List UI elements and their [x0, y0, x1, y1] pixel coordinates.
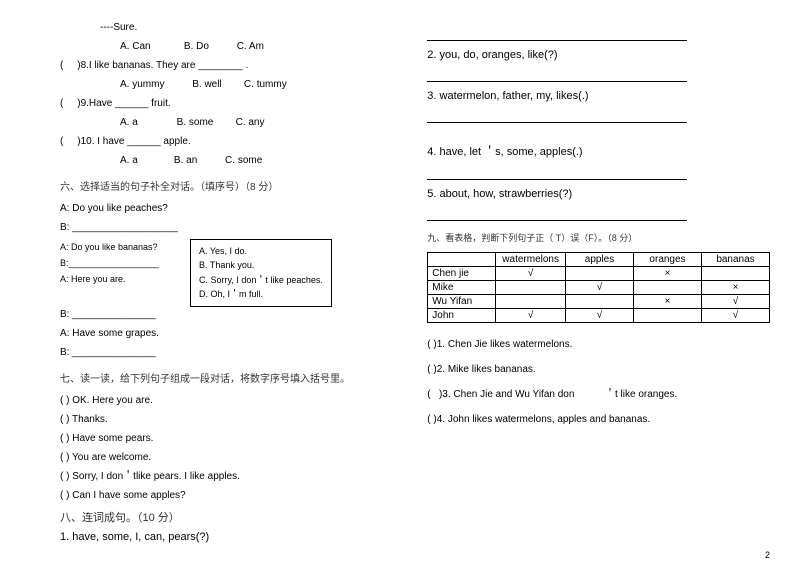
rq4: 4. have, let ＇s, some, apples(.): [427, 143, 770, 159]
th-watermelons: watermelons: [496, 253, 566, 267]
table-row: John √ √ √: [428, 309, 770, 323]
cell: [566, 295, 634, 309]
table-row: Mike √ ×: [428, 281, 770, 295]
q9-text: )9.Have ______ fruit.: [77, 98, 170, 109]
q9-opts: A. a B. some C. any: [60, 115, 367, 130]
q10: ( )10. I have ______ apple.: [60, 134, 367, 149]
fruit-table: watermelons apples oranges bananas Chen …: [427, 252, 770, 323]
dialog-with-box: A: Do you like bananas? B:______________…: [60, 239, 367, 307]
cell: [634, 309, 702, 323]
cell: √: [702, 309, 770, 323]
dialog-line-2: B: ___________________: [60, 220, 367, 235]
s7-1: ( ) OK. Here you are.: [60, 393, 367, 408]
dialog-line-7: A: Have some grapes.: [60, 326, 367, 341]
dialog-line-6: B: _______________: [60, 307, 367, 322]
s7-2: ( ) Thanks.: [60, 412, 367, 427]
rq5: 5. about, how, strawberries(?): [427, 188, 770, 200]
dialog-line-8: B: _______________: [60, 345, 367, 360]
cell: Mike: [428, 281, 496, 295]
section-7-heading: 七、读一读，给下列句子组成一段对话，将数字序号填入括号里。: [60, 370, 367, 385]
cell: Chen jie: [428, 267, 496, 281]
section-9-heading: 九、看表格，判断下列句子正（ T）误（F）。（8 分）: [427, 231, 770, 244]
cell: John: [428, 309, 496, 323]
s7-4: ( ) You are welcome.: [60, 450, 367, 465]
dialog-line-5: A: Here you are.: [60, 271, 180, 287]
judge-3: ( )3. Chen Jie and Wu Yifan don ＇t like …: [427, 387, 770, 402]
dialog-line-3: A: Do you like bananas?: [60, 239, 180, 255]
cell: ×: [634, 267, 702, 281]
cell: [496, 295, 566, 309]
cell: √: [702, 295, 770, 309]
cell: √: [566, 281, 634, 295]
cell: √: [566, 309, 634, 323]
q8-text: )8.I like bananas. They are ________ .: [77, 60, 248, 71]
section-6-heading: 六、选择适当的句子补全对话。（填序号）（8 分）: [60, 178, 367, 193]
q8-opts: A. yummy B. well C. tummy: [60, 77, 367, 92]
cell: [634, 281, 702, 295]
q8-1: 1. have, some, I, can, pears(?): [60, 531, 367, 543]
th-blank: [428, 253, 496, 267]
cell: [702, 267, 770, 281]
table-row: Wu Yifan × √: [428, 295, 770, 309]
box-b: B. Thank you.: [199, 258, 323, 272]
q8: ( )8.I like bananas. They are ________ .: [60, 58, 367, 73]
rq2: 2. you, do, oranges, like(?): [427, 49, 770, 61]
judge-2: ( )2. Mike likes bananas.: [427, 362, 770, 377]
th-bananas: bananas: [702, 253, 770, 267]
cell: [496, 281, 566, 295]
q9: ( )9.Have ______ fruit.: [60, 96, 367, 111]
th-oranges: oranges: [634, 253, 702, 267]
answer-line-2: [427, 67, 687, 82]
table-header-row: watermelons apples oranges bananas: [428, 253, 770, 267]
th-apples: apples: [566, 253, 634, 267]
dialog-line-4: B:__________________: [60, 255, 180, 271]
table-row: Chen jie √ ×: [428, 267, 770, 281]
cell: √: [496, 267, 566, 281]
page-number: 2: [765, 550, 770, 560]
cell: √: [496, 309, 566, 323]
rq3: 3. watermelon, father, my, likes(.): [427, 90, 770, 102]
section-8-heading: 八、连词成句。（10 分）: [60, 509, 367, 525]
judge-1: ( )1. Chen Jie likes watermelons.: [427, 337, 770, 352]
cell: Wu Yifan: [428, 295, 496, 309]
q7-opts: A. Can B. Do C. Am: [60, 39, 367, 54]
box-c: C. Sorry, I don＇t like peaches.: [199, 273, 323, 287]
s7-3: ( ) Have some pears.: [60, 431, 367, 446]
dialog-line-1: A: Do you like peaches?: [60, 201, 367, 216]
q10-opts: A. a B. an C. some: [60, 153, 367, 168]
answer-line-3: [427, 108, 687, 123]
box-a: A. Yes, I do.: [199, 244, 323, 258]
answer-line-1: [427, 26, 687, 41]
box-d: D. Oh, I＇m full.: [199, 287, 323, 301]
cell: ×: [634, 295, 702, 309]
answer-line-5: [427, 206, 687, 221]
q7-intro: ----Sure.: [60, 20, 367, 35]
s7-6: ( ) Can I have some apples?: [60, 488, 367, 503]
q10-text: )10. I have ______ apple.: [77, 136, 190, 147]
judge-4: ( )4. John likes watermelons, apples and…: [427, 412, 770, 427]
cell: ×: [702, 281, 770, 295]
left-column: ----Sure. A. Can B. Do C. Am ( )8.I like…: [60, 20, 367, 549]
answer-box: A. Yes, I do. B. Thank you. C. Sorry, I …: [190, 239, 332, 307]
right-column: 2. you, do, oranges, like(?) 3. watermel…: [427, 20, 770, 549]
answer-line-4: [427, 165, 687, 180]
s7-5: ( ) Sorry, I don＇tlike pears. I like app…: [60, 469, 367, 484]
cell: [566, 267, 634, 281]
